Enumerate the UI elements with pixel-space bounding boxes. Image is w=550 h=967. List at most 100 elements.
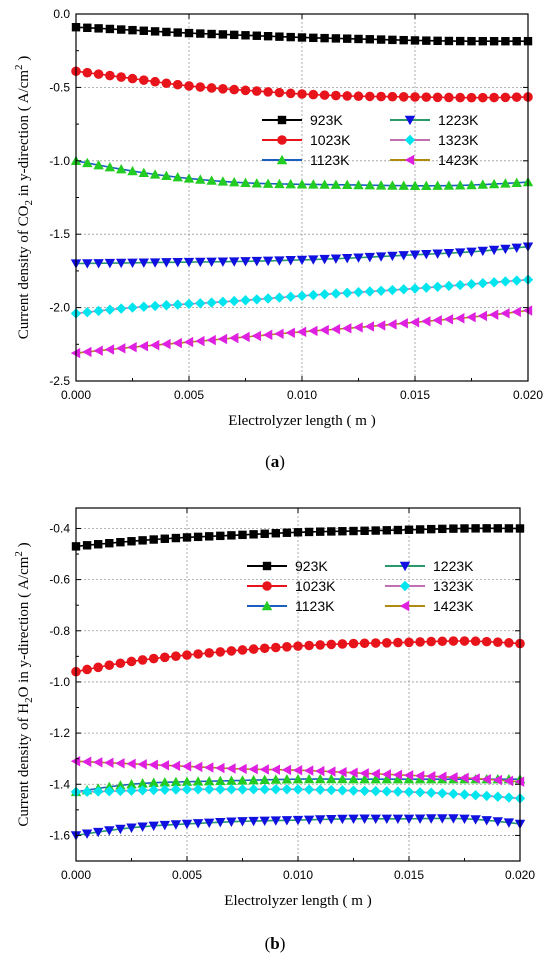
data-point-1423K (181, 761, 192, 772)
data-point-1323K (226, 784, 237, 795)
data-point-923K (171, 533, 181, 543)
data-point-1123K (281, 774, 293, 784)
data-point-923K (382, 526, 391, 535)
data-point-1123K (375, 180, 387, 190)
data-point-1123K (392, 773, 404, 784)
data-point-1423K (437, 771, 447, 782)
data-point-1223K (237, 817, 248, 827)
data-point-1423K (148, 759, 158, 770)
y-title-sup: 2 (13, 65, 25, 71)
data-point-1323K (481, 790, 492, 802)
data-point-1223K (488, 245, 500, 256)
data-point-923K (354, 34, 363, 44)
data-point-1223K (319, 254, 330, 265)
data-point-1223K (421, 250, 432, 260)
data-point-1123K (500, 178, 511, 188)
data-point-1023K (293, 641, 303, 651)
data-point-923K (238, 530, 247, 540)
data-point-1223K (459, 814, 470, 824)
data-point-923K (286, 32, 295, 42)
data-point-923K (504, 524, 514, 533)
x-tick-label: 0.005 (172, 868, 202, 882)
data-point-1023K (282, 641, 292, 652)
data-point-923K (449, 524, 458, 533)
data-point-1223K (432, 249, 443, 259)
data-point-1423K (161, 338, 171, 350)
data-point-1323K (217, 296, 229, 308)
data-point-923K (218, 30, 228, 39)
data-point-1123K (353, 179, 364, 190)
data-point-923K (388, 35, 397, 45)
data-point-923K (365, 35, 374, 44)
data-point-1023K (251, 86, 262, 96)
data-point-1423K (353, 322, 363, 333)
data-point-1023K (308, 89, 319, 100)
data-point-1023K (337, 639, 348, 649)
y-title-part: ) (16, 542, 32, 551)
data-point-1123K (370, 773, 381, 784)
x-axis-title: Electrolyzer length ( m ) (224, 893, 371, 909)
data-point-1423K (104, 344, 115, 355)
data-point-1223K (330, 254, 342, 264)
y-tick-label: -1.5 (49, 227, 70, 241)
legend-label: 1123K (295, 598, 335, 614)
data-point-923K (260, 529, 269, 538)
data-point-1223K (127, 258, 138, 269)
data-point-1123K (215, 775, 226, 786)
data-point-1123K (403, 773, 415, 784)
data-point-1323K (348, 785, 359, 796)
data-point-1123K (192, 776, 204, 786)
data-point-1323K (392, 786, 404, 797)
x-tick-label: 0.005 (174, 388, 204, 402)
data-point-923K (241, 31, 250, 40)
data-point-1423K (448, 772, 458, 783)
data-point-1023K (432, 92, 443, 103)
data-point-923K (467, 36, 476, 46)
data-point-923K (460, 524, 469, 533)
data-point-1423K (403, 770, 414, 781)
series-markers-923K (71, 23, 533, 46)
data-point-1123K (104, 162, 116, 172)
data-point-1223K (138, 258, 149, 268)
data-point-1223K (148, 821, 159, 832)
data-point-1223K (353, 253, 364, 263)
data-point-1323K (488, 277, 500, 288)
chart-panel-a: 0.000 0.005 0.010 0.015 0.020 -2.5 -2.0 -1.5 -1.… (13, 7, 543, 471)
data-point-923K (304, 527, 314, 537)
legend-marker (399, 580, 411, 592)
legend-label: 1023K (310, 132, 351, 148)
data-point-1423K (226, 763, 236, 774)
data-point-1323K (503, 792, 515, 803)
data-point-1223K (240, 257, 251, 267)
data-point-1423K (149, 339, 160, 351)
x-tick-label: 0.010 (287, 388, 317, 402)
data-point-1323K (364, 286, 375, 297)
data-point-1323K (159, 784, 170, 795)
data-point-1323K (319, 289, 330, 300)
data-point-1323K (229, 295, 240, 307)
data-point-1323K (93, 305, 104, 317)
data-point-1223K (455, 248, 466, 258)
data-point-1323K (262, 293, 274, 304)
data-point-1023K (115, 658, 126, 669)
data-point-1423K (398, 318, 408, 329)
legend-item-1123K: 1123K (247, 598, 335, 614)
y-title-sup: 2 (13, 551, 25, 557)
data-point-923K (275, 32, 284, 41)
legend-marker (262, 581, 272, 591)
data-point-1023K (426, 636, 437, 647)
data-point-923K (207, 29, 216, 39)
legend-marker (277, 115, 287, 125)
legend-item-1123K: 1123K (262, 152, 350, 168)
data-point-1023K (348, 638, 359, 649)
data-point-1423K (93, 345, 103, 356)
data-point-923K (404, 525, 414, 534)
data-point-1123K (274, 178, 285, 189)
data-point-1223K (398, 251, 409, 261)
data-point-1023K (127, 73, 138, 84)
data-point-1323K (353, 286, 364, 298)
series-markers-1023K (71, 636, 525, 677)
data-point-1423K (229, 332, 239, 344)
data-point-923K (393, 525, 403, 535)
data-point-1223K (409, 250, 421, 260)
